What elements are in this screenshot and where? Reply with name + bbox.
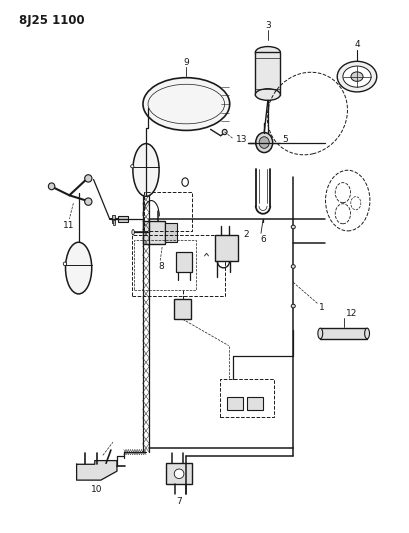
Bar [166,463,192,484]
Polygon shape [76,461,117,480]
Text: 8: 8 [158,262,164,271]
Ellipse shape [85,175,92,182]
Bar [132,235,225,295]
Text: 9: 9 [184,59,189,67]
Ellipse shape [291,265,295,268]
Text: 11: 11 [63,221,74,230]
Circle shape [182,178,189,187]
Ellipse shape [318,328,323,339]
Ellipse shape [63,262,67,266]
Ellipse shape [174,469,184,479]
Ellipse shape [143,78,230,131]
Bar [118,216,128,222]
Bar [165,223,177,241]
Bar [227,397,243,410]
Text: 3: 3 [265,21,271,30]
Bar [134,240,196,290]
Ellipse shape [65,242,92,294]
Text: 1: 1 [319,303,324,312]
Bar [176,252,192,272]
Ellipse shape [256,133,273,152]
Ellipse shape [291,304,295,308]
Text: 5: 5 [282,135,288,144]
Bar [113,220,115,225]
Ellipse shape [337,61,377,92]
Bar [220,379,274,417]
Ellipse shape [85,198,92,205]
Ellipse shape [255,89,280,100]
Text: 12: 12 [346,309,357,318]
Text: 4: 4 [354,41,360,50]
Bar [216,235,238,261]
Text: 10: 10 [91,485,103,494]
Text: 2: 2 [243,230,249,239]
Text: 6: 6 [260,235,266,244]
Ellipse shape [291,225,295,229]
Ellipse shape [255,46,280,58]
Ellipse shape [343,66,371,87]
Ellipse shape [133,143,159,196]
Ellipse shape [130,165,134,168]
Ellipse shape [222,130,227,135]
Bar [144,191,192,231]
Ellipse shape [351,72,363,82]
Bar [320,328,367,339]
Bar [247,397,263,410]
Ellipse shape [132,230,134,235]
Ellipse shape [259,137,269,148]
Ellipse shape [365,328,369,339]
Text: 13: 13 [236,135,248,144]
Text: 7: 7 [176,497,182,506]
Bar [255,52,280,94]
Bar [112,215,115,223]
Bar [143,221,165,244]
Bar [174,299,191,319]
Text: 8J25 1100: 8J25 1100 [19,14,85,27]
Ellipse shape [48,183,55,190]
